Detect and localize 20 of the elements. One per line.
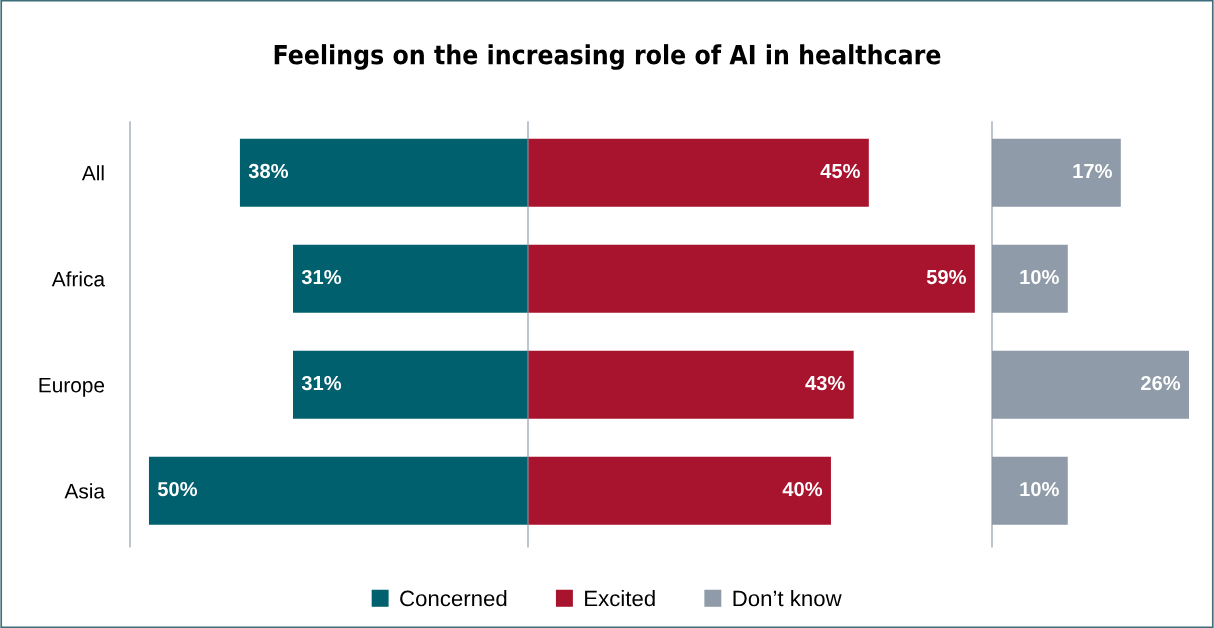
data-label: 45% [820,163,860,179]
y-tick-label: Asia [64,483,105,499]
y-tick-label: Europe [39,377,105,397]
data-label: 10% [1020,481,1059,497]
text: Feelings on the increasing role of AI in healthcare [274,44,941,70]
data-label: 50% [157,481,198,497]
legend-label: Don’t know [733,590,842,607]
data-label: 10% [1020,269,1059,285]
data-label: 59% [926,269,966,285]
data-label: 40% [782,481,823,497]
data-label: 17% [1073,163,1112,179]
data-label: 31% [301,269,342,285]
legend-label: Excited [585,590,655,607]
data-label: 38% [248,163,289,179]
y-tick-label: Africa [51,271,105,287]
data-label: 31% [301,375,342,391]
legend-label: Concerned [400,590,507,607]
data-label: 43% [805,375,845,391]
data-label: 26% [1141,375,1181,391]
y-tick-label: All [81,165,104,181]
